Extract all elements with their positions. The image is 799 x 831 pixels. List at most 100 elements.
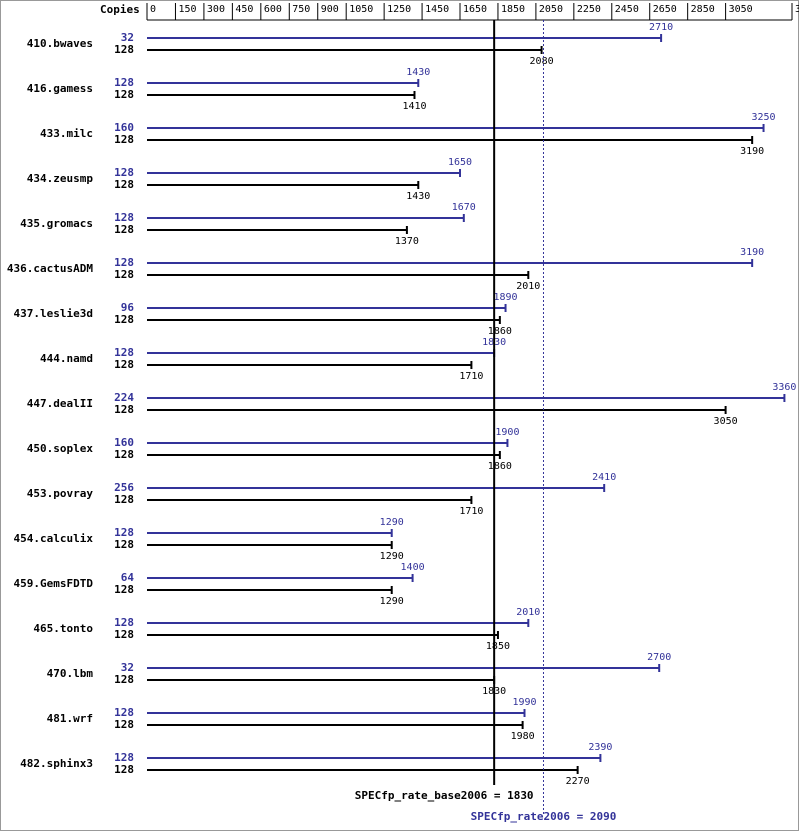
value-label: 1290 xyxy=(380,596,404,607)
x-tick-label: 2650 xyxy=(653,4,677,15)
value-label: 1430 xyxy=(406,191,430,202)
category-label: 459.GemsFDTD xyxy=(14,577,94,590)
copies-label: 128 xyxy=(114,718,134,731)
copies-label: 256 xyxy=(114,481,134,494)
value-label: 2410 xyxy=(592,472,616,483)
copies-label: 128 xyxy=(114,628,134,641)
value-label: 2710 xyxy=(649,22,673,33)
x-tick-label: 3050 xyxy=(729,4,753,15)
value-label: 1710 xyxy=(459,371,483,382)
category-label: 453.povray xyxy=(27,487,94,500)
value-label: 1980 xyxy=(511,731,535,742)
value-label: 1410 xyxy=(402,101,426,112)
copies-label: 128 xyxy=(114,526,134,539)
x-tick-label: 1850 xyxy=(501,4,525,15)
copies-label: 160 xyxy=(114,121,134,134)
copies-label: 224 xyxy=(114,391,134,404)
x-tick-label: 450 xyxy=(235,4,253,15)
x-tick-label: 2250 xyxy=(577,4,601,15)
copies-label: 128 xyxy=(114,403,134,416)
copies-label: 128 xyxy=(114,178,134,191)
copies-label: 128 xyxy=(114,763,134,776)
copies-label: 128 xyxy=(114,211,134,224)
copies-label: 128 xyxy=(114,76,134,89)
value-label: 1900 xyxy=(495,427,519,438)
value-label: 2700 xyxy=(647,652,671,663)
copies-label: 32 xyxy=(121,31,134,44)
copies-label: 32 xyxy=(121,661,134,674)
copies-label: 128 xyxy=(114,346,134,359)
x-tick-label: 600 xyxy=(264,4,282,15)
copies-label: 128 xyxy=(114,538,134,551)
category-label: 410.bwaves xyxy=(27,37,93,50)
copies-label: 96 xyxy=(121,301,135,314)
category-label: 481.wrf xyxy=(47,712,93,725)
value-label: 2080 xyxy=(530,56,554,67)
category-label: 416.gamess xyxy=(27,82,93,95)
x-tick-label: 3400 xyxy=(795,4,799,15)
axis-label: Copies xyxy=(100,3,140,16)
x-tick-label: 750 xyxy=(292,4,310,15)
value-label: 1860 xyxy=(488,326,512,337)
value-label: 1990 xyxy=(512,697,536,708)
x-tick-label: 0 xyxy=(150,4,156,15)
copies-label: 128 xyxy=(114,268,134,281)
value-label: 1860 xyxy=(488,461,512,472)
reference-label: SPECfp_rate2006 = 2090 xyxy=(471,810,617,823)
copies-label: 128 xyxy=(114,448,134,461)
value-label: 1400 xyxy=(401,562,425,573)
value-label: 1290 xyxy=(380,551,404,562)
x-tick-label: 2050 xyxy=(539,4,563,15)
x-tick-label: 2450 xyxy=(615,4,639,15)
category-label: 465.tonto xyxy=(33,622,93,635)
value-label: 3250 xyxy=(751,112,775,123)
x-tick-label: 1050 xyxy=(349,4,373,15)
value-label: 3190 xyxy=(740,247,764,258)
category-label: 435.gromacs xyxy=(20,217,93,230)
value-label: 3360 xyxy=(772,382,796,393)
copies-label: 128 xyxy=(114,313,134,326)
copies-label: 128 xyxy=(114,493,134,506)
copies-label: 128 xyxy=(114,358,134,371)
category-label: 436.cactusADM xyxy=(7,262,93,275)
category-label: 482.sphinx3 xyxy=(20,757,93,770)
value-label: 1670 xyxy=(452,202,476,213)
x-tick-label: 2850 xyxy=(691,4,715,15)
value-label: 1890 xyxy=(493,292,517,303)
category-label: 434.zeusmp xyxy=(27,172,94,185)
copies-label: 128 xyxy=(114,751,134,764)
value-label: 2270 xyxy=(566,776,590,787)
copies-label: 128 xyxy=(114,166,134,179)
value-label: 2010 xyxy=(516,281,540,292)
copies-label: 128 xyxy=(114,223,134,236)
value-label: 1290 xyxy=(380,517,404,528)
value-label: 1850 xyxy=(486,641,510,652)
value-label: 1650 xyxy=(448,157,472,168)
x-tick-label: 300 xyxy=(207,4,225,15)
copies-label: 128 xyxy=(114,256,134,269)
category-label: 470.lbm xyxy=(47,667,94,680)
x-tick-label: 1650 xyxy=(463,4,487,15)
value-label: 3190 xyxy=(740,146,764,157)
reference-label: SPECfp_rate_base2006 = 1830 xyxy=(355,789,534,802)
category-label: 437.leslie3d xyxy=(14,307,93,320)
value-label: 2010 xyxy=(516,607,540,618)
copies-label: 160 xyxy=(114,436,134,449)
copies-label: 128 xyxy=(114,673,134,686)
x-tick-label: 150 xyxy=(178,4,196,15)
copies-label: 128 xyxy=(114,583,134,596)
x-tick-label: 900 xyxy=(321,4,339,15)
copies-label: 128 xyxy=(114,616,134,629)
value-label: 1430 xyxy=(406,67,430,78)
copies-label: 128 xyxy=(114,88,134,101)
category-label: 450.soplex xyxy=(27,442,94,455)
category-label: 444.namd xyxy=(40,352,93,365)
copies-label: 64 xyxy=(121,571,135,584)
copies-label: 128 xyxy=(114,706,134,719)
value-label: 3050 xyxy=(714,416,738,427)
value-label: 2390 xyxy=(588,742,612,753)
category-label: 433.milc xyxy=(40,127,93,140)
category-label: 454.calculix xyxy=(14,532,94,545)
category-label: 447.dealII xyxy=(27,397,93,410)
